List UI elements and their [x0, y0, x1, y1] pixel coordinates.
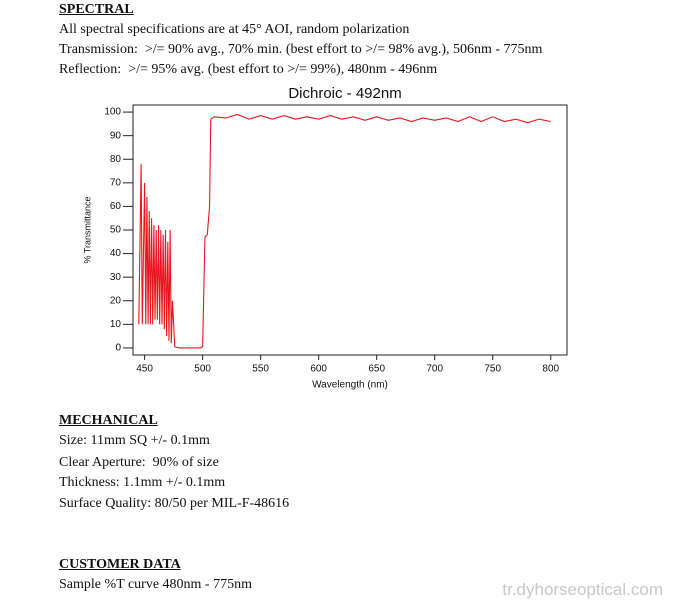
spec-line: Size: 11mm SQ +/- 0.1mm — [59, 433, 210, 448]
spec-line: Sample %T curve 480nm - 775nm — [59, 577, 252, 592]
spec-line: Reflection: >/= 95% avg. (best effort to… — [59, 62, 438, 77]
y-tick-label: 40 — [110, 248, 122, 259]
chart: Dichroic - 492nm % Transmittance Wavelen… — [82, 85, 568, 391]
y-axis-label: % Transmittance — [82, 196, 92, 263]
watermark: tr.dyhorseoptical.com — [502, 580, 663, 599]
y-tick-label: 90 — [110, 130, 122, 141]
spec-line: All spectral specifications are at 45° A… — [59, 22, 410, 37]
section-heading: MECHANICAL — [59, 413, 158, 428]
y-tick-label: 20 — [110, 295, 122, 306]
section-heading: CUSTOMER DATA — [59, 557, 181, 572]
y-tick-label: 10 — [110, 319, 122, 330]
plot-frame — [132, 104, 568, 356]
y-tick-label: 50 — [110, 225, 122, 236]
spec-line: Thickness: 1.1mm +/- 0.1mm — [59, 475, 226, 490]
y-tick-label: 70 — [110, 177, 122, 188]
x-tick-label: 600 — [310, 364, 327, 375]
spec-line: Surface Quality: 80/50 per MIL-F-48616 — [59, 496, 290, 511]
x-tick-label: 550 — [252, 364, 269, 375]
x-tick-label: 750 — [484, 364, 501, 375]
spec-line: Transmission: >/= 90% avg., 70% min. (be… — [59, 42, 543, 57]
x-tick-label: 650 — [368, 364, 385, 375]
y-tick-label: 60 — [110, 201, 122, 212]
x-tick-label: 450 — [136, 364, 153, 375]
y-tick-label: 30 — [110, 272, 122, 283]
chart-title: Dichroic - 492nm — [288, 85, 401, 102]
x-tick-label: 500 — [194, 364, 211, 375]
x-tick-label: 800 — [542, 364, 559, 375]
x-axis-label: Wavelength (nm) — [312, 380, 388, 391]
y-tick-label: 0 — [115, 343, 121, 354]
section-heading: SPECTRAL — [59, 2, 134, 17]
x-tick-label: 700 — [426, 364, 443, 375]
spec-line: Clear Aperture: 90% of size — [59, 455, 219, 470]
series-line — [138, 113, 551, 349]
y-tick-label: 100 — [104, 107, 121, 118]
y-tick-label: 80 — [110, 154, 122, 165]
